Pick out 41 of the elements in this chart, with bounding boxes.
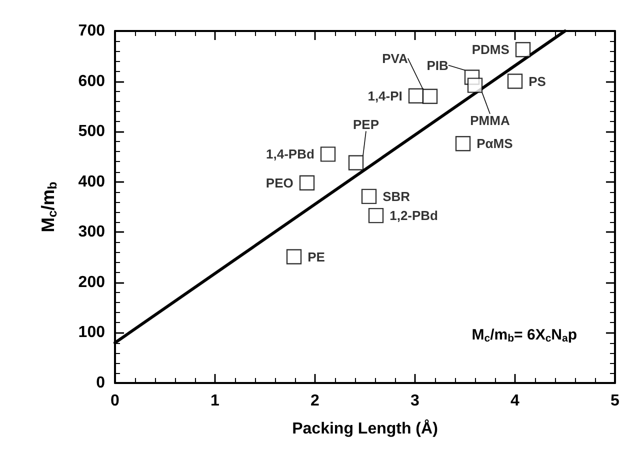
y-tick-label: 600: [78, 72, 106, 90]
point: [361, 188, 377, 204]
y-tick-label: 100: [78, 324, 106, 342]
point: [320, 146, 336, 162]
point: [299, 175, 315, 190]
x-tick-label: 2: [310, 392, 320, 410]
x-tick-label: 4: [510, 392, 520, 410]
y-tick-label: 400: [78, 173, 106, 190]
annotation: PE: [308, 249, 326, 264]
annotation: SBR: [382, 188, 411, 204]
annotation: 1,4-PBd: [266, 146, 314, 162]
point: [348, 155, 364, 170]
y-tick-label: 0: [96, 374, 106, 392]
annotation: PEP: [352, 117, 380, 132]
x-tick-label: 1: [210, 392, 220, 410]
point: [507, 74, 523, 89]
point: [455, 136, 471, 152]
annotation: PVA: [382, 50, 408, 66]
annotation: 1,4-PI: [368, 88, 402, 104]
annotation: 1,2-PBd: [390, 208, 438, 224]
annotation: PS: [528, 74, 546, 89]
annotation: PEO: [266, 175, 294, 190]
annotation: PMMA: [470, 112, 510, 128]
annotation: PDMS: [472, 42, 510, 58]
point: [286, 249, 302, 264]
y-tick-label: 300: [78, 224, 106, 241]
point: [408, 88, 424, 104]
point: [368, 208, 384, 224]
y-axis-title: Mc/mb: [38, 181, 60, 232]
point: [467, 78, 483, 93]
x-tick-label: 0: [110, 392, 120, 410]
x-tick-label: 3: [410, 392, 420, 410]
annotation: PIB: [426, 58, 448, 73]
x-tick-label: 5: [610, 392, 620, 410]
y-tick-label: 700: [78, 22, 106, 40]
y-tick-label: 500: [78, 123, 106, 140]
point: [422, 88, 438, 104]
y-tick-label: 200: [78, 274, 106, 291]
annotation: PαMS: [476, 136, 514, 152]
point: [515, 42, 531, 58]
x-axis-title: Packing Length (Å): [292, 418, 438, 438]
